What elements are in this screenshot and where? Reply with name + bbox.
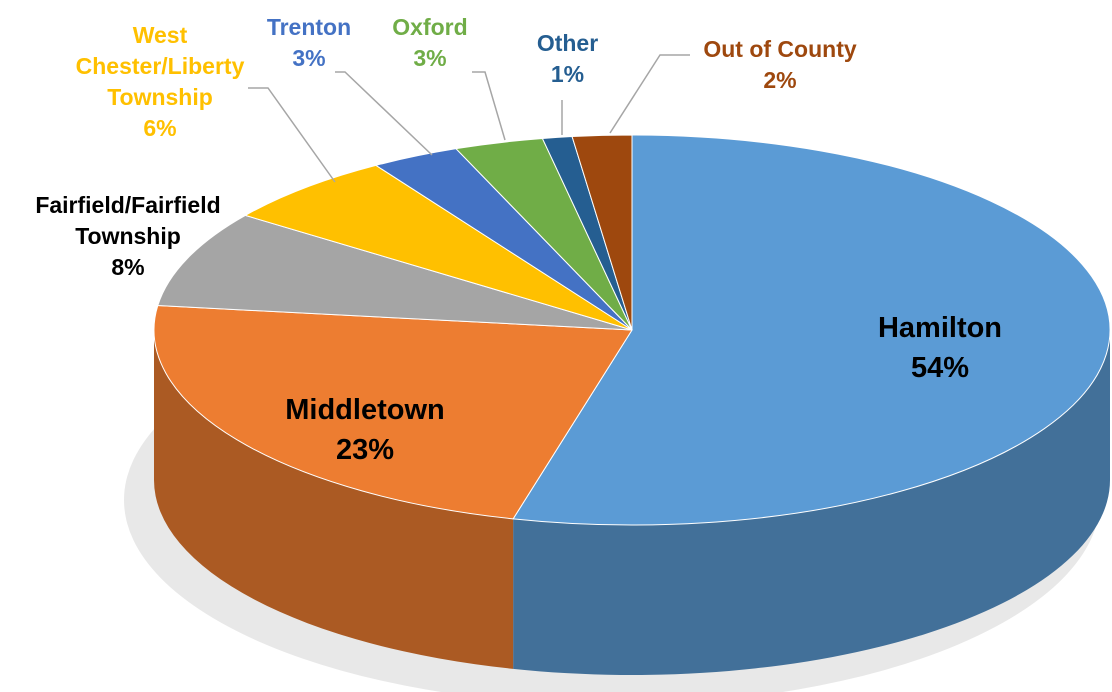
pie-side <box>513 330 1110 675</box>
value-label: 2% <box>763 67 797 93</box>
category-label: Out of County <box>703 36 857 62</box>
data-label: West Chester/Liberty Township 6% <box>60 20 260 144</box>
leader-line <box>248 87 336 183</box>
value-label: 54% <box>910 352 970 384</box>
pie-side <box>154 330 514 669</box>
data-label: Middletown 23% <box>240 390 490 470</box>
pie-slice <box>153 305 633 520</box>
value-label: 1% <box>550 61 585 87</box>
value-label: 23% <box>335 434 395 466</box>
data-label: Other 1% <box>520 28 615 90</box>
value-label: 3% <box>413 45 447 71</box>
data-label: Hamilton 54% <box>840 308 1040 388</box>
data-label: Trenton 3% <box>250 12 368 74</box>
value-label: 3% <box>292 45 326 71</box>
category-label: Oxford <box>392 14 468 40</box>
value-label: 8% <box>111 254 145 280</box>
leader-line <box>472 71 506 141</box>
pie-slice <box>512 134 1111 526</box>
category-label: West Chester/Liberty Township <box>75 22 245 110</box>
leader-line <box>609 54 690 134</box>
leader-line <box>335 71 433 156</box>
category-label: Hamilton <box>877 312 1003 344</box>
value-label: 6% <box>143 115 177 141</box>
category-label: Other <box>536 30 599 56</box>
category-label: Trenton <box>266 14 352 40</box>
category-label: Middletown <box>285 394 445 426</box>
category-label: Fairfield/Fairfield Township <box>35 192 221 249</box>
data-label: Oxford 3% <box>380 12 480 74</box>
pie-slice <box>244 164 633 331</box>
data-label: Out of County 2% <box>690 34 870 96</box>
pie-slice <box>157 214 633 331</box>
data-label: Fairfield/Fairfield Township 8% <box>0 190 256 283</box>
pie-slice <box>571 134 633 331</box>
